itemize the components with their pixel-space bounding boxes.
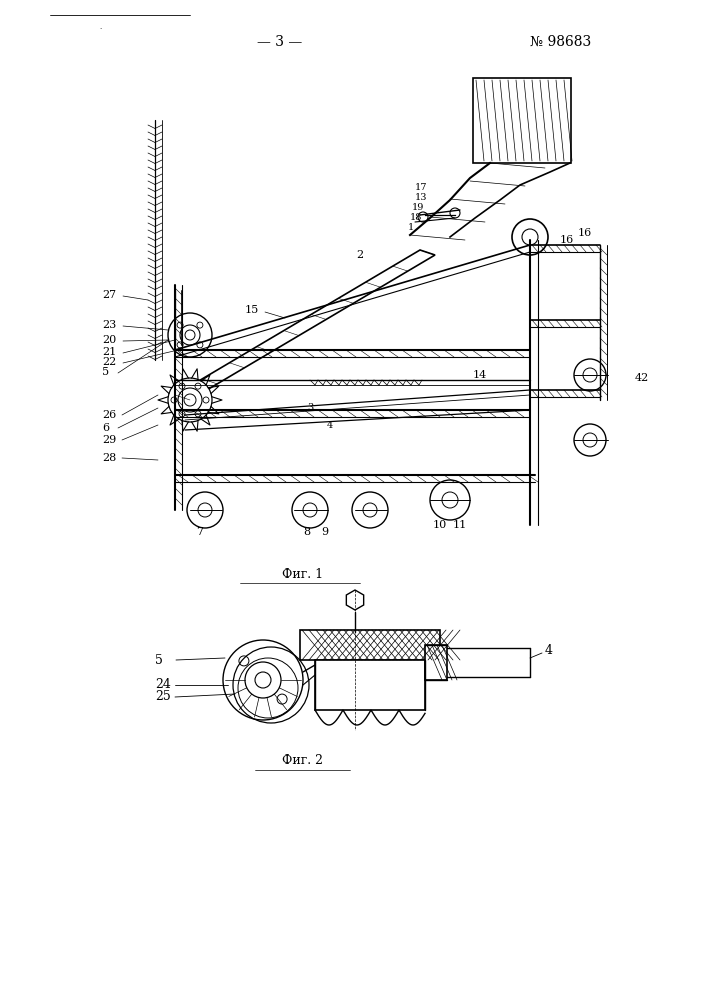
Polygon shape	[346, 590, 363, 610]
Circle shape	[203, 397, 209, 403]
Circle shape	[197, 342, 203, 348]
Circle shape	[177, 322, 183, 328]
Text: 6: 6	[102, 423, 109, 433]
Circle shape	[574, 359, 606, 391]
Text: № 98683: № 98683	[530, 35, 591, 49]
Bar	[425, 645, 447, 680]
Circle shape	[303, 503, 317, 517]
Circle shape	[522, 229, 538, 245]
Text: 28: 28	[102, 453, 116, 463]
Text: 24: 24	[155, 678, 171, 692]
Text: 18: 18	[410, 213, 422, 222]
Text: 22: 22	[102, 357, 116, 367]
Circle shape	[180, 325, 200, 345]
Text: 4: 4	[327, 422, 333, 430]
Text: 11: 11	[453, 520, 467, 530]
Text: Фиг. 2: Фиг. 2	[283, 754, 324, 766]
Circle shape	[168, 378, 212, 422]
Circle shape	[292, 492, 328, 528]
Text: 29: 29	[102, 435, 116, 445]
Circle shape	[179, 411, 185, 417]
Circle shape	[197, 322, 203, 328]
Circle shape	[352, 492, 388, 528]
Text: 1: 1	[408, 223, 414, 232]
Circle shape	[177, 342, 183, 348]
Text: 19: 19	[412, 202, 424, 212]
Text: 10: 10	[433, 520, 447, 530]
Text: 26: 26	[102, 410, 116, 420]
Text: 23: 23	[102, 320, 116, 330]
Text: 16: 16	[578, 228, 592, 238]
Text: 14: 14	[473, 370, 487, 380]
Circle shape	[512, 219, 548, 255]
Text: 13: 13	[415, 194, 428, 202]
Text: 9: 9	[322, 527, 329, 537]
Circle shape	[574, 424, 606, 456]
Text: 42: 42	[635, 373, 649, 383]
Text: — 3 —: — 3 —	[257, 35, 303, 49]
Text: 17: 17	[415, 184, 428, 192]
Text: 8: 8	[303, 527, 310, 537]
Circle shape	[245, 662, 281, 698]
Circle shape	[442, 492, 458, 508]
Text: Фиг. 1: Фиг. 1	[282, 568, 324, 582]
Text: 4: 4	[545, 644, 553, 656]
Text: 5: 5	[155, 654, 163, 666]
Circle shape	[185, 330, 195, 340]
Bar	[315, 660, 425, 710]
Text: 5: 5	[102, 367, 109, 377]
Circle shape	[363, 503, 377, 517]
Circle shape	[179, 383, 185, 389]
Circle shape	[583, 433, 597, 447]
Circle shape	[195, 383, 201, 389]
Bar	[473, 78, 571, 163]
Circle shape	[255, 672, 271, 688]
Text: 16: 16	[560, 235, 574, 245]
Text: 3: 3	[307, 403, 313, 412]
Circle shape	[277, 694, 287, 704]
Text: 20: 20	[102, 335, 116, 345]
Circle shape	[430, 480, 470, 520]
Bar	[300, 630, 440, 660]
Text: 21: 21	[102, 347, 116, 357]
Circle shape	[418, 212, 428, 222]
Circle shape	[178, 388, 202, 412]
Text: 27: 27	[102, 290, 116, 300]
Circle shape	[168, 313, 212, 357]
Polygon shape	[175, 250, 435, 400]
Circle shape	[450, 208, 460, 218]
Circle shape	[184, 394, 196, 406]
Text: ·: ·	[99, 24, 101, 32]
Circle shape	[198, 503, 212, 517]
Circle shape	[187, 492, 223, 528]
Text: 7: 7	[197, 527, 204, 537]
Circle shape	[239, 656, 249, 666]
Circle shape	[223, 640, 303, 720]
Circle shape	[583, 368, 597, 382]
Text: 2: 2	[356, 250, 363, 260]
Circle shape	[171, 397, 177, 403]
Circle shape	[195, 411, 201, 417]
Text: 25: 25	[155, 690, 171, 704]
Text: 15: 15	[245, 305, 259, 315]
